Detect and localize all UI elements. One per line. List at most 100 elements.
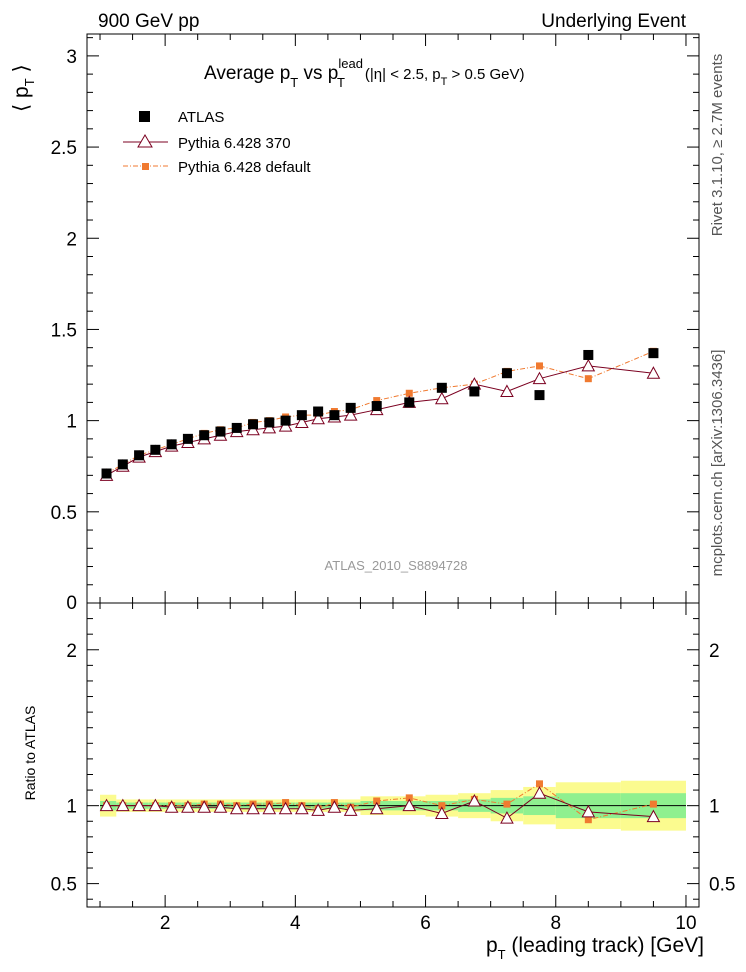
ratio-pythia-370-point [262, 801, 277, 815]
mcplots-label: mcplots.cern.ch [arXiv:1306.3436] [709, 350, 726, 577]
ratio-y-tick-label-left: 2 [66, 641, 77, 662]
ratio-pythia-default-point [584, 816, 592, 824]
x-tick-label: 2 [160, 913, 171, 934]
rivet-label: Rivet 3.1.10, ≥ 2.7M events [709, 54, 726, 237]
ratio-pythia-370-point [434, 806, 449, 819]
atlas-point [182, 433, 193, 444]
ratio-pythia-370-point [581, 804, 596, 818]
atlas-point [199, 430, 210, 441]
title-mid: vs p [298, 63, 338, 84]
ylabel-sub: T [22, 78, 37, 86]
y-tick-label: 1 [66, 412, 77, 433]
atlas-point [469, 386, 480, 397]
pythia-370-point [295, 415, 309, 428]
atlas-point [264, 417, 275, 428]
header-left: 900 GeV pp [98, 11, 199, 32]
x-tick-label: 8 [550, 913, 561, 934]
x-tick-label: 6 [420, 913, 431, 934]
ratio-pythia-370-point [369, 801, 384, 815]
ratio-pythia-370-point [213, 800, 228, 813]
xlabel-sub: T [498, 947, 506, 962]
ratio-pythia-default-point [503, 800, 511, 808]
pythia-default-point [584, 375, 592, 383]
ratio-pythia-370-point [402, 798, 417, 812]
title-main-sub: T [290, 75, 298, 90]
pythia-370-point [500, 384, 514, 397]
x-tick-label: 10 [675, 913, 696, 934]
ratio-ticks [87, 603, 699, 907]
xlabel-left: p [486, 934, 498, 957]
pythia-default-point [373, 397, 381, 405]
y-tick-label: 1.5 [51, 320, 77, 341]
title-sup: lead [338, 56, 363, 71]
atlas-point [150, 444, 161, 455]
ratio-pythia-370-point [467, 793, 482, 807]
pythia-370-point [646, 366, 661, 379]
atlas-point [404, 397, 415, 408]
ratio-ylabel: Ratio to ATLAS [22, 706, 38, 801]
ratio-pythia-370-point [197, 800, 212, 813]
pythia-default-point [405, 389, 413, 397]
pythia-370-point [311, 411, 325, 425]
atlas-point [248, 419, 259, 430]
ratio-pythia-default-point [649, 800, 657, 808]
title-mid-sub: T [337, 75, 345, 90]
pythia-default-point [535, 362, 543, 370]
legend-pythia370-label: Pythia 6.428 370 [178, 135, 291, 152]
pythia-370-point [434, 391, 449, 405]
legend: ATLAS Pythia 6.428 370 Pythia 6.428 defa… [123, 109, 311, 176]
xlabel-right: (leading track) [GeV] [506, 934, 704, 957]
y-zero-label: 0 [66, 593, 77, 614]
ratio-pythia-default-point [438, 802, 446, 810]
ratio-y-tick-label-right: 0.5 [709, 875, 735, 896]
ylabel-right: ⟩ [10, 64, 33, 78]
ratio-pythia-370-point [278, 801, 293, 815]
ratio-pythia-370-point [311, 803, 325, 816]
title-cut-end: > 0.5 GeV) [447, 66, 524, 83]
atlas-point [436, 382, 447, 393]
ratio-pythia-370-point [500, 811, 514, 824]
ratio-pythia-370-point [327, 800, 342, 813]
atlas-point [231, 422, 242, 433]
xlabel: pT (leading track) [GeV] [486, 934, 704, 962]
pythia-370-line [106, 365, 654, 476]
pythia-370-point [532, 371, 547, 385]
atlas-point [371, 401, 382, 412]
ratio-pythia-370-point [229, 801, 244, 815]
atlas-point [280, 415, 291, 426]
ratio-pythia-370-point [148, 798, 163, 812]
ratio-pythia-370-point [246, 801, 260, 815]
atlas-point [215, 426, 226, 437]
main-ylabel: ⟨ pT ⟩ [10, 64, 37, 112]
atlas-point [501, 368, 512, 379]
atlas-point [648, 348, 659, 359]
y-tick-label: 3 [66, 47, 77, 68]
pythia-370-point [581, 358, 596, 372]
ratio-pythia-default-point [535, 780, 543, 788]
ratio-y-tick-label-left: 0.5 [51, 875, 77, 896]
atlas-point [117, 459, 128, 470]
atlas-point [296, 410, 307, 421]
title-cut-sub: T [441, 76, 448, 88]
legend-default-label: Pythia 6.428 default [178, 159, 311, 176]
ratio-pythia-370-point [646, 809, 661, 823]
atlas-point [534, 390, 545, 401]
ratio-pythia-370-point [343, 803, 358, 816]
title-main: Average p [204, 63, 290, 84]
ratio-pythia-370-point [164, 800, 179, 813]
header-right: Underlying Event [541, 11, 686, 32]
ratio-panel: 0.5 0.5 1 1 2 2 2 4 6 8 10 Ratio to ATLAS pT (lead… [22, 602, 735, 962]
ratio-pythia-370-point [99, 798, 114, 812]
ratio-pythia-default-point [405, 794, 413, 802]
ratio-y-tick-label-left: 1 [66, 797, 77, 818]
ratio-pythia-370-point [132, 798, 146, 812]
ratio-frame [86, 602, 700, 908]
pythia-370-point [343, 408, 358, 421]
ratio-pythia-default-point [373, 797, 381, 805]
atlas-point [166, 439, 177, 450]
title-cut: (|η| < 2.5, p [365, 66, 441, 83]
legend-pythia370-marker [137, 134, 153, 148]
atlas-point [101, 468, 112, 479]
ylabel-left: ⟨ p [10, 86, 33, 112]
